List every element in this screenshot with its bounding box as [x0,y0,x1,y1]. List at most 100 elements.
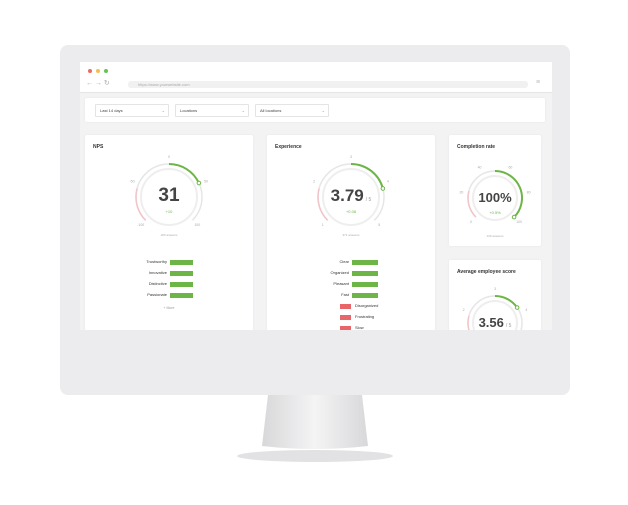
gauge-low [135,188,147,221]
card-title: Completion rate [457,144,496,150]
nav-buttons[interactable]: ← → ↻ [86,80,110,87]
attribute-bar [352,259,378,265]
gauge-scale-label: 40 [478,166,482,170]
gauge-low [467,190,477,218]
card-title: NPS [93,144,104,150]
gauge-value [494,170,523,218]
filter-caret: ⌄ [161,108,165,113]
attribute-label: Frustrating [355,314,375,319]
attribute-label: Innovative [148,270,167,275]
stand-neck [262,395,368,449]
gauge-face [140,168,198,226]
max-dot[interactable] [104,69,108,73]
filter-bar: Last 14 days ⌄ Locations ⌄ All locations ⌄ [85,98,545,122]
filter-caret: ⌄ [321,108,325,113]
gauge-scale-label: 0 [168,155,170,159]
menu[interactable]: ≡ [536,79,541,86]
gauge-scale-label: 4 [387,180,389,184]
browser-chrome: ← → ↻ https://www.yourwebsite.com ≡ [80,62,552,93]
value-row: 31 [85,185,253,207]
gauge-scale-label: 2 [313,180,315,184]
gauge-scale-label: 100 [516,220,522,224]
attribute-label: Organized [330,270,349,275]
experience-card: Experience 1 2 3 4 5 3.79/ 5 +0.08 371 answers Cl… [267,135,435,330]
gauge-scale-label: 3 [494,287,496,291]
gauge-low [467,315,470,330]
gauge-answers: 183 answers [160,233,178,237]
gauge-value [168,163,200,184]
gauge-knob [380,186,386,191]
filter-label: All locations [260,108,282,113]
attribute-label: Passionate [147,292,167,297]
attribute-label: Pleasant [333,281,349,286]
attribute-bar [352,281,378,287]
card-title: Average employee score [457,269,516,275]
gauge-scale-label: 20 [459,191,463,195]
screen: ← → ↻ https://www.yourwebsite.com ≡ Last… [80,62,552,330]
value-row: 3.56/ 5 [449,315,541,330]
gauge: 0 20 40 60 80 100 [459,166,531,224]
gauge-knob [511,214,517,220]
gauge-value-text: 100% [478,189,512,205]
attribute-bar [352,270,378,276]
gauge-scale-label: 0 [470,220,472,224]
avg-score-card: Average employee score123453.56/ 5 [449,260,541,330]
filter-label: Locations [180,108,198,113]
filter-select[interactable]: All locations ⌄ [255,104,329,117]
attribute-label: Clear [339,259,349,264]
gauge-low [317,188,329,221]
url: https://www.yourwebsite.com [138,82,190,87]
filter-select[interactable]: Last 14 days ⌄ [95,104,169,117]
attribute-label: Distinctive [148,281,167,286]
attribute-bar-negative [340,314,351,320]
gauge-value [350,163,384,189]
gauge-face [322,168,380,226]
gauge-face [472,300,518,330]
attribute-label: Slow [355,325,364,330]
gauge-change: +0.08 [345,209,357,214]
gauge-scale-label: 4 [525,308,527,312]
attribute-bar [170,281,193,287]
attribute-label: Fast [341,292,349,297]
completion-card: Completion rate 0 20 40 60 80 100 100% +0.5% 130 … [449,135,541,246]
gauge-change: +10 [165,209,173,214]
gauge-scale-label: 1 [322,223,324,227]
gauge-value-text: 31 [158,184,180,206]
address-bar[interactable]: https://www.yourwebsite.com [128,81,528,88]
attribute-bar [170,270,193,276]
gauge-scale-label: -100 [137,223,144,227]
gauge-scale-label: 100 [194,223,200,227]
filter-label: Last 14 days [100,108,123,113]
min-dot[interactable] [96,69,100,73]
attribute-bar [170,292,193,298]
gauge-knob [196,180,202,186]
gauge-scale-label: 80 [527,191,531,195]
gauge-change: +0.5% [489,210,501,215]
attribute-label: Disorganized [355,303,379,308]
attribute-bar-negative [340,325,351,330]
filter-select[interactable]: Locations ⌄ [175,104,249,117]
gauge: -100 -50 0 50 100 [130,155,208,227]
gauge-answers: 130 answers [486,234,504,238]
gauge-face [472,175,518,221]
gauge-scale-label: 50 [204,180,208,184]
gauge-scale-label: 2 [463,308,465,312]
gauge-knob [514,305,520,310]
value-row: 3.79/ 5 [267,186,435,206]
nps-card: NPS -100 -50 0 50 100 31 +10 183 answers Trustwor… [85,135,253,330]
attribute-bar-negative [340,303,351,309]
gauge-scale-label: -50 [130,180,135,184]
gauge-scale-label: 60 [508,166,512,170]
attribute-label: Trustworthy [146,259,167,264]
gauge-scale-label: 3 [350,155,352,159]
gauge-scale-label: 5 [378,223,380,227]
card-title: Experience [275,144,302,150]
more-link[interactable]: + More [163,306,175,310]
attribute-bar [352,292,378,298]
filter-caret: ⌄ [241,108,245,113]
stand-base [237,450,393,462]
gauge-max: / 5 [365,196,372,203]
close-dot[interactable] [88,69,92,73]
gauge-value-text: 3.56 [478,314,504,330]
